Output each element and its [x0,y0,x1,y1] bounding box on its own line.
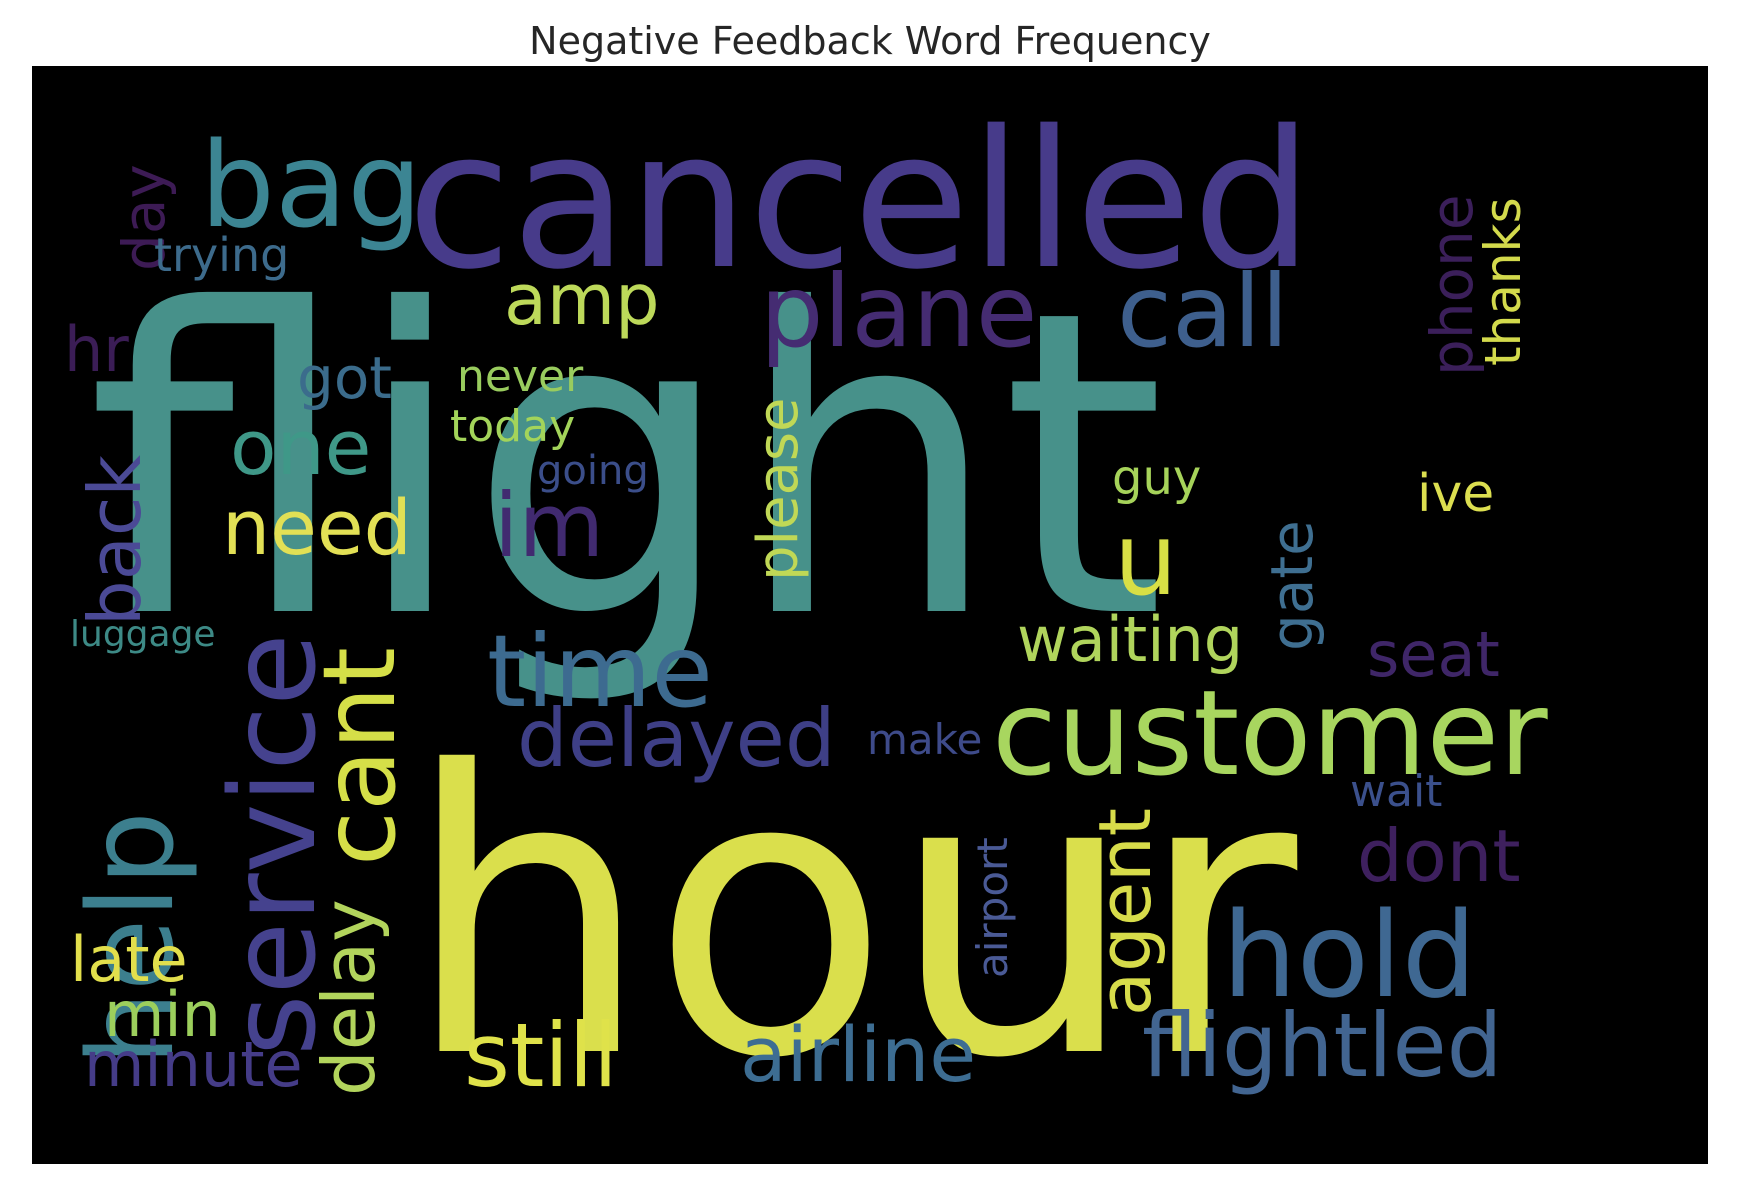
word-cant: cant [301,647,418,866]
word-time: time [487,613,713,730]
word-going: going [537,448,649,494]
word-day: day [110,164,178,271]
word-airport: airport [968,837,1017,978]
word-service: service [204,633,342,1056]
word-one: one [230,403,371,492]
word-min: min [104,978,221,1051]
word-u: u [1114,501,1177,618]
word-plane: plane [760,253,1037,370]
word-flight: flight [87,222,1166,711]
word-bag: bag [200,116,422,254]
word-got: got [297,344,392,412]
word-back: back [73,455,157,626]
word-hr: hr [64,313,129,386]
word-gate: gate [1258,520,1326,651]
word-delay: delay [307,899,391,1096]
word-cloud: flight hour cancelled customer bag service hel… [32,66,1708,1164]
word-thanks: thanks [1474,197,1532,366]
word-waiting: waiting [1017,603,1243,676]
word-ive: ive [1417,464,1494,524]
word-dont: dont [1357,814,1521,898]
word-hour: hour [404,689,1301,1143]
word-flightled: flightled [1142,994,1502,1097]
word-wait: wait [1350,766,1442,817]
word-make: make [867,715,982,764]
word-need: need [222,483,412,572]
word-luggage: luggage [70,614,216,655]
word-minute: minute [84,1028,303,1101]
word-customer: customer [992,664,1548,802]
chart-title: Negative Feedback Word Frequency [529,19,1211,63]
word-hold: hold [1222,886,1477,1024]
word-still: still [464,1004,618,1107]
word-im: im [494,474,604,577]
word-please: please [746,397,811,581]
word-airline: airline [740,1010,976,1099]
word-trying: trying [154,228,289,282]
word-agent: agent [1083,808,1167,1016]
word-phone: phone [1418,194,1486,376]
word-delayed: delayed [517,692,836,785]
word-seat: seat [1367,618,1500,691]
word-never: never [457,351,584,402]
word-amp: amp [504,259,660,341]
word-cancelled: cancelled [407,90,1313,311]
word-guy: guy [1112,450,1201,506]
word-today: today [450,401,575,452]
word-help: help [62,811,200,1066]
word-call: call [1117,253,1289,370]
word-late: late [70,923,188,996]
